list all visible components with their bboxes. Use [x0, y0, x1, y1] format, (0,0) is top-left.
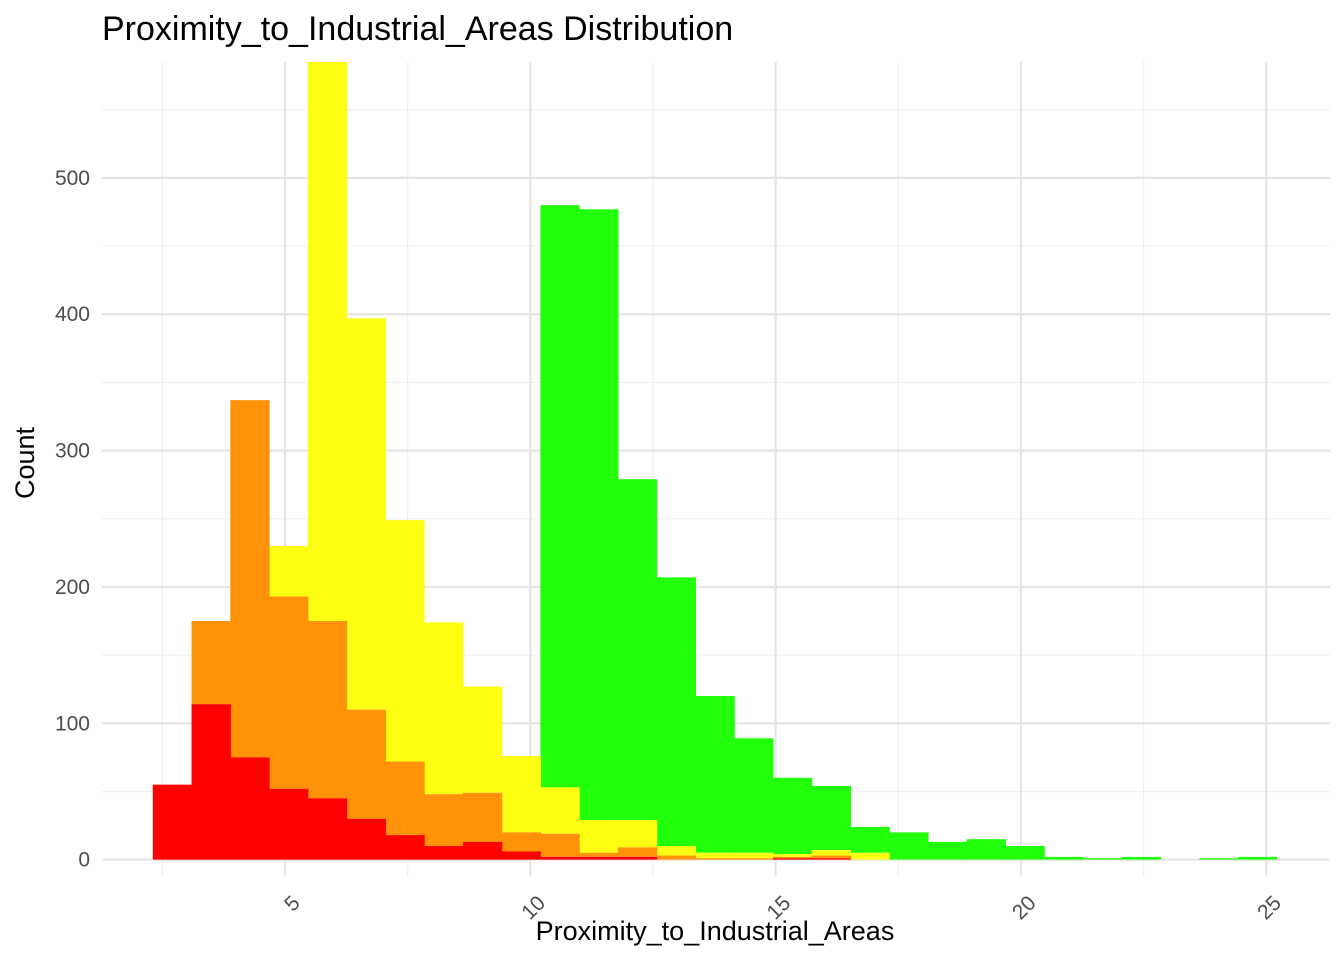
histogram-bar	[850, 852, 890, 860]
histogram-bar	[540, 205, 580, 788]
histogram-bar	[1199, 858, 1239, 860]
x-axis-label: Proximity_to_Industrial_Areas	[536, 916, 895, 946]
histogram-bar	[462, 841, 503, 860]
chart-title: Proximity_to_Industrial_Areas Distributi…	[102, 10, 733, 48]
histogram-bar	[385, 520, 425, 762]
histogram-bar	[889, 832, 929, 860]
histogram-bar	[695, 852, 735, 859]
y-tick-label: 400	[55, 303, 90, 326]
histogram-bar	[966, 839, 1007, 860]
histogram-bar	[269, 546, 309, 597]
histogram-bar	[346, 709, 386, 819]
histogram-bar	[617, 847, 658, 857]
histogram-bar	[230, 400, 270, 758]
histogram-bar	[1044, 856, 1084, 860]
histogram-bar	[850, 826, 890, 853]
histogram-bar	[617, 856, 658, 860]
histogram-bar	[734, 738, 774, 853]
histogram-bar	[579, 856, 619, 860]
histogram-bar	[656, 577, 696, 847]
histogram-bar	[734, 858, 774, 860]
histogram-bar	[540, 833, 580, 857]
histogram-bar	[927, 841, 968, 860]
y-axis-ticks: 0 100 200 300 400 500	[55, 167, 90, 872]
histogram-bar	[579, 209, 619, 821]
bars	[152, 62, 1278, 860]
histogram-bar	[346, 818, 386, 860]
histogram-bar	[462, 792, 503, 842]
y-tick-label: 100	[55, 712, 90, 735]
histogram-bar	[346, 318, 386, 710]
histogram-bar	[695, 696, 735, 853]
histogram-bar	[269, 788, 309, 860]
histogram-bar	[811, 858, 852, 860]
histogram-bar	[1082, 858, 1123, 860]
histogram-bar	[152, 784, 193, 860]
histogram-bar	[501, 851, 541, 860]
histogram-bar	[811, 850, 852, 856]
histogram-bar	[307, 621, 348, 799]
histogram-bar	[656, 846, 696, 856]
histogram-bar	[579, 852, 619, 857]
histogram-bar	[734, 852, 774, 859]
histogram-bar	[1238, 856, 1278, 860]
y-tick-label: 200	[55, 576, 90, 599]
histogram-bar	[269, 596, 309, 789]
histogram-bar	[424, 794, 464, 847]
y-axis-label: Count	[10, 426, 40, 499]
histogram-bar	[307, 798, 348, 860]
histogram-bar	[656, 855, 696, 860]
histogram-bar	[424, 622, 464, 795]
y-tick-label: 0	[78, 849, 90, 872]
histogram-bar	[695, 858, 735, 860]
y-tick-label: 500	[55, 167, 90, 190]
histogram-bar	[811, 855, 852, 859]
histogram-bar	[772, 777, 813, 855]
histogram-bar	[811, 786, 852, 851]
histogram-bar	[579, 820, 619, 853]
histogram-bar	[385, 761, 425, 836]
histogram-bar	[772, 854, 813, 857]
histogram-bar	[1121, 856, 1162, 860]
histogram-bar	[540, 787, 580, 834]
histogram-bar	[191, 704, 231, 860]
histogram-bar	[540, 856, 580, 860]
histogram-bar	[772, 856, 813, 859]
histogram-bar	[772, 858, 813, 860]
histogram-bar	[501, 832, 541, 852]
x-tick-label: 25	[1253, 891, 1286, 924]
histogram-bar	[191, 621, 231, 705]
histogram-bar	[617, 820, 658, 848]
histogram-bar	[230, 757, 270, 860]
histogram-bar	[501, 756, 541, 833]
histogram-bar	[1005, 846, 1045, 860]
y-tick-label: 300	[55, 440, 90, 463]
x-tick-label: 5	[280, 891, 305, 916]
histogram-bar	[462, 686, 503, 793]
histogram-bar	[617, 479, 658, 821]
histogram-bar	[385, 835, 425, 860]
x-tick-label: 20	[1008, 891, 1041, 924]
histogram-bar	[424, 846, 464, 860]
histogram-bar	[307, 62, 348, 622]
